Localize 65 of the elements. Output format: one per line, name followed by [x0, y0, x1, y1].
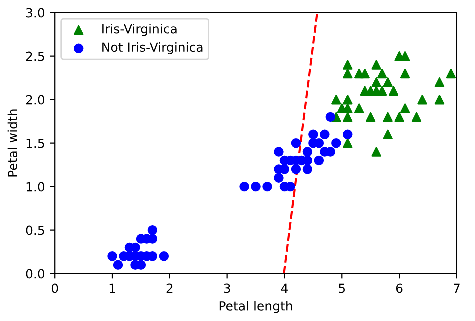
point [388, 86, 399, 96]
x-tick-label: 0 [52, 284, 58, 294]
point [113, 260, 124, 270]
point [372, 78, 382, 88]
point [400, 68, 410, 79]
point [108, 252, 118, 262]
y-tick-label: 0.0 [26, 269, 45, 279]
point [274, 147, 284, 157]
point [262, 182, 272, 192]
legend-label: Iris-Virginica [102, 24, 177, 36]
x-axis-title: Petal length [220, 301, 292, 314]
point [434, 94, 445, 105]
point [159, 252, 170, 262]
point [354, 104, 364, 114]
y-tick-label: 0.5 [26, 226, 44, 236]
point [394, 112, 404, 122]
point [332, 138, 342, 148]
point [291, 138, 302, 148]
point [372, 147, 382, 157]
point [383, 112, 393, 122]
x-tick-label: 3 [224, 284, 230, 294]
point [343, 60, 353, 70]
y-tick-label: 1.5 [26, 138, 44, 148]
point [377, 68, 388, 79]
point [400, 51, 410, 62]
point [366, 112, 376, 122]
point [360, 68, 370, 79]
point [343, 112, 353, 122]
point [372, 60, 382, 70]
x-tick-label: 4 [281, 284, 288, 294]
point [383, 130, 393, 140]
point [240, 182, 250, 192]
point [383, 78, 393, 88]
point [314, 156, 324, 166]
point [308, 130, 318, 140]
point [412, 112, 422, 122]
point [326, 112, 336, 122]
y-tick-label: 2.0 [26, 95, 45, 105]
point [148, 225, 158, 236]
point [418, 94, 428, 105]
x-tick-label: 5 [339, 284, 346, 294]
legend-label: Not Iris-Virginica [102, 42, 203, 55]
y-tick-label: 3.0 [26, 8, 45, 18]
point [434, 78, 445, 88]
point [446, 68, 456, 79]
x-tick-label: 2 [166, 284, 173, 294]
point [343, 130, 353, 140]
point [343, 138, 353, 148]
point [400, 104, 410, 114]
x-tick-label: 6 [396, 284, 403, 294]
point [343, 104, 353, 114]
point [332, 94, 342, 105]
point [251, 182, 261, 192]
point [343, 68, 353, 79]
x-tick-label: 7 [454, 284, 460, 294]
point [274, 173, 284, 183]
point [343, 94, 353, 105]
y-axis-title: Petal width [8, 110, 18, 177]
x-tick-label: 1 [110, 284, 116, 294]
y-tick-label: 2.5 [26, 52, 44, 62]
point [320, 130, 330, 140]
point [291, 164, 302, 174]
point [302, 147, 313, 157]
y-tick-label: 1.0 [26, 182, 45, 192]
point [302, 164, 313, 174]
